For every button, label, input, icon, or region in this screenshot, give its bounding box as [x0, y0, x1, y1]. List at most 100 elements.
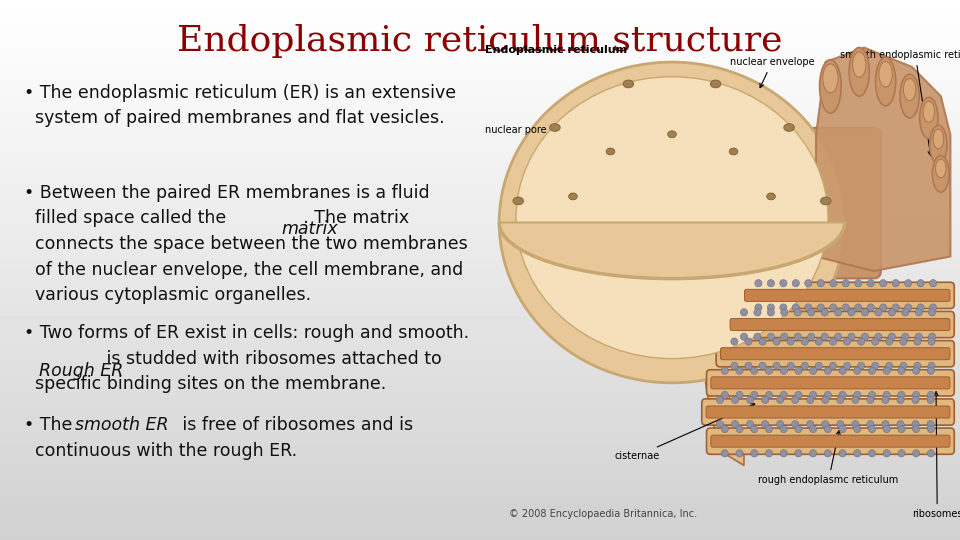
Circle shape	[917, 304, 924, 311]
Circle shape	[872, 362, 878, 369]
Circle shape	[882, 421, 889, 428]
FancyBboxPatch shape	[745, 289, 950, 301]
Circle shape	[809, 367, 817, 374]
Ellipse shape	[783, 124, 794, 131]
Circle shape	[751, 426, 757, 433]
Circle shape	[755, 280, 762, 287]
Ellipse shape	[820, 59, 841, 113]
Circle shape	[765, 367, 773, 374]
Circle shape	[773, 338, 780, 345]
Circle shape	[867, 304, 875, 311]
Ellipse shape	[823, 64, 838, 93]
Circle shape	[751, 392, 757, 399]
FancyBboxPatch shape	[702, 399, 954, 425]
Circle shape	[795, 392, 802, 399]
Circle shape	[829, 304, 837, 311]
Circle shape	[825, 426, 831, 433]
Circle shape	[809, 392, 817, 399]
Circle shape	[747, 396, 754, 403]
Circle shape	[853, 392, 861, 399]
Text: • The endoplasmic reticulum (ER) is an extensive
  system of paired membranes an: • The endoplasmic reticulum (ER) is an e…	[24, 84, 456, 127]
Circle shape	[929, 304, 937, 311]
Circle shape	[767, 309, 775, 316]
Ellipse shape	[710, 80, 721, 88]
Ellipse shape	[876, 57, 896, 106]
Ellipse shape	[550, 124, 561, 131]
Circle shape	[875, 333, 882, 340]
Text: cisternae: cisternae	[614, 404, 755, 461]
Text: ribosomes: ribosomes	[912, 392, 960, 519]
Circle shape	[869, 367, 876, 374]
Circle shape	[886, 338, 893, 345]
Circle shape	[780, 309, 788, 316]
FancyBboxPatch shape	[716, 341, 954, 367]
Circle shape	[886, 362, 893, 369]
Circle shape	[882, 396, 889, 403]
Circle shape	[837, 396, 844, 403]
Circle shape	[913, 367, 920, 374]
Circle shape	[777, 396, 783, 403]
Circle shape	[914, 362, 921, 369]
Circle shape	[822, 396, 828, 403]
Circle shape	[853, 450, 861, 457]
Circle shape	[780, 367, 787, 374]
Circle shape	[927, 367, 934, 374]
Ellipse shape	[513, 197, 523, 205]
Circle shape	[854, 280, 862, 287]
Circle shape	[829, 338, 836, 345]
Circle shape	[745, 362, 752, 369]
Circle shape	[761, 421, 769, 428]
Circle shape	[897, 396, 904, 403]
Circle shape	[927, 421, 934, 428]
Circle shape	[904, 280, 912, 287]
Circle shape	[928, 338, 935, 345]
Circle shape	[825, 450, 831, 457]
Circle shape	[904, 304, 912, 311]
Circle shape	[780, 280, 787, 287]
Circle shape	[795, 450, 802, 457]
Circle shape	[740, 333, 748, 340]
Circle shape	[716, 396, 724, 403]
FancyBboxPatch shape	[720, 348, 950, 360]
Polygon shape	[816, 48, 950, 271]
Polygon shape	[499, 222, 845, 279]
FancyBboxPatch shape	[710, 377, 950, 389]
Text: nuclear envelope: nuclear envelope	[730, 57, 814, 87]
Text: • Two forms of ER exist in cells: rough and smooth.
               is studded wi: • Two forms of ER exist in cells: rough …	[24, 324, 469, 394]
Circle shape	[731, 362, 738, 369]
Circle shape	[883, 450, 890, 457]
Circle shape	[767, 304, 775, 311]
Ellipse shape	[849, 48, 870, 96]
Circle shape	[773, 362, 780, 369]
Circle shape	[839, 392, 846, 399]
Circle shape	[883, 426, 890, 433]
Circle shape	[900, 362, 907, 369]
Ellipse shape	[852, 52, 866, 77]
Circle shape	[792, 421, 799, 428]
Circle shape	[839, 367, 846, 374]
FancyBboxPatch shape	[707, 370, 954, 396]
Circle shape	[721, 450, 729, 457]
Circle shape	[837, 421, 844, 428]
Text: cisterna space: cisterna space	[624, 305, 774, 315]
Circle shape	[780, 450, 787, 457]
Circle shape	[765, 392, 773, 399]
Circle shape	[861, 333, 869, 340]
Circle shape	[867, 421, 874, 428]
Circle shape	[740, 309, 748, 316]
Circle shape	[804, 304, 812, 311]
Text: smooth ER: smooth ER	[75, 416, 169, 434]
Circle shape	[829, 362, 836, 369]
Circle shape	[804, 280, 812, 287]
Circle shape	[888, 333, 896, 340]
Circle shape	[806, 421, 814, 428]
Circle shape	[716, 421, 724, 428]
Circle shape	[898, 367, 905, 374]
Ellipse shape	[821, 197, 831, 205]
Circle shape	[787, 362, 794, 369]
Circle shape	[927, 392, 934, 399]
FancyBboxPatch shape	[706, 406, 950, 418]
Circle shape	[898, 392, 905, 399]
Circle shape	[755, 304, 762, 311]
Circle shape	[761, 396, 769, 403]
